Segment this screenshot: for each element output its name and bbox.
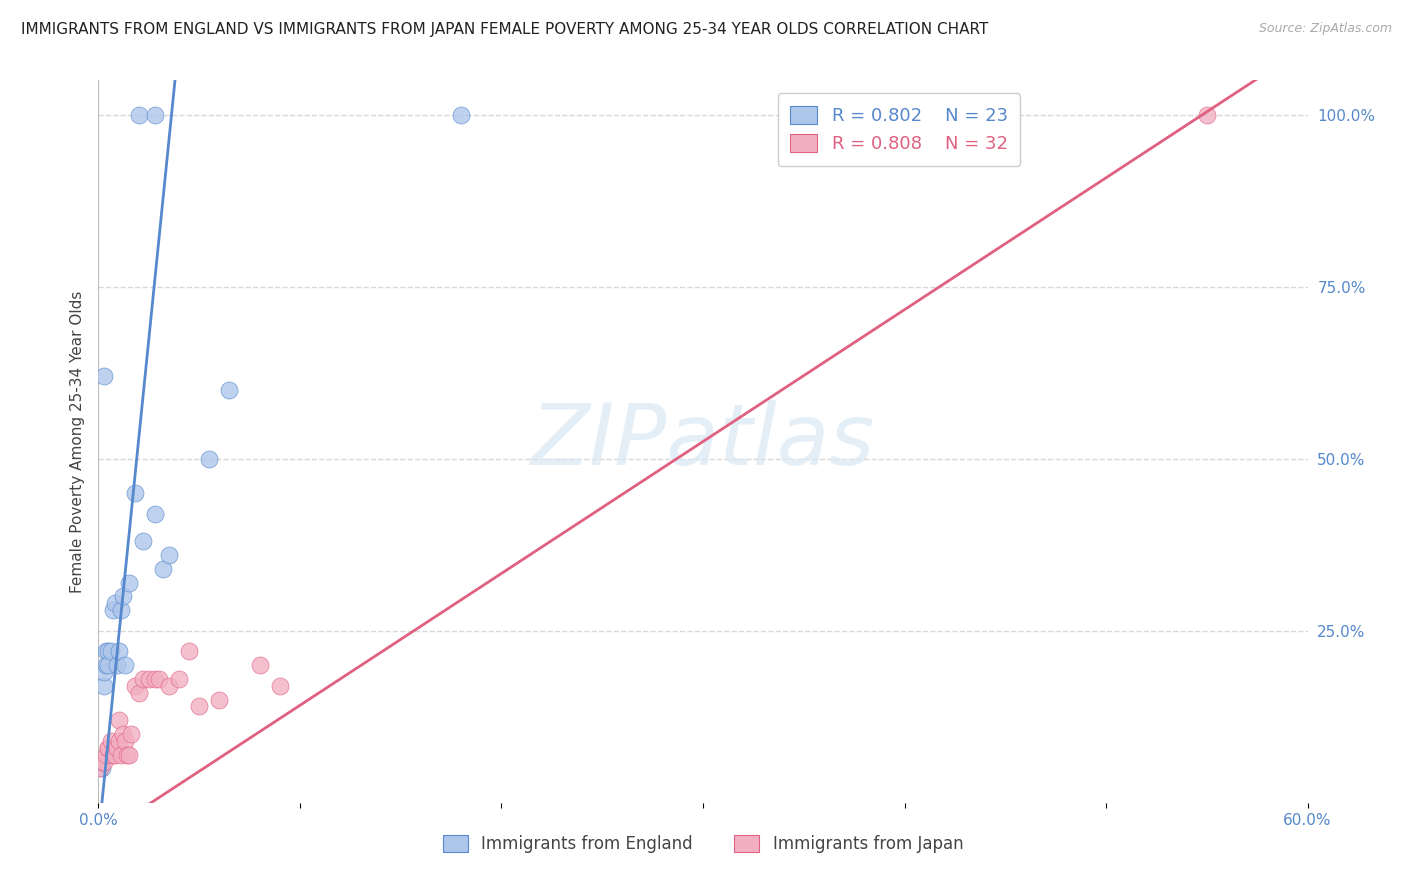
Point bbox=[97, 644, 120, 658]
Point bbox=[143, 108, 166, 122]
Point bbox=[157, 679, 180, 693]
Point bbox=[208, 692, 231, 706]
Point bbox=[198, 451, 221, 466]
Point bbox=[93, 665, 115, 679]
Point bbox=[120, 727, 142, 741]
Text: Source: ZipAtlas.com: Source: ZipAtlas.com bbox=[1258, 22, 1392, 36]
Point bbox=[89, 761, 111, 775]
Point bbox=[143, 507, 166, 521]
Point bbox=[105, 740, 128, 755]
Point bbox=[103, 747, 125, 762]
Text: IMMIGRANTS FROM ENGLAND VS IMMIGRANTS FROM JAPAN FEMALE POVERTY AMONG 25-34 YEAR: IMMIGRANTS FROM ENGLAND VS IMMIGRANTS FR… bbox=[21, 22, 988, 37]
Point bbox=[157, 548, 180, 562]
Point bbox=[132, 672, 155, 686]
Point bbox=[93, 369, 115, 384]
Point bbox=[124, 486, 146, 500]
Point bbox=[138, 672, 160, 686]
Point bbox=[93, 679, 115, 693]
Point bbox=[96, 747, 118, 762]
Point bbox=[218, 383, 240, 397]
Point bbox=[110, 747, 132, 762]
Point bbox=[114, 734, 136, 748]
Point bbox=[96, 658, 118, 673]
Point bbox=[132, 534, 155, 549]
Point bbox=[118, 575, 141, 590]
Point bbox=[101, 747, 124, 762]
Point bbox=[167, 672, 190, 686]
Point bbox=[100, 734, 122, 748]
Point bbox=[107, 644, 129, 658]
Point bbox=[101, 603, 124, 617]
Point bbox=[110, 603, 132, 617]
Point bbox=[107, 734, 129, 748]
Point bbox=[97, 658, 120, 673]
Point bbox=[115, 747, 138, 762]
Point bbox=[143, 672, 166, 686]
Point bbox=[128, 686, 150, 700]
Point bbox=[93, 755, 115, 769]
Point bbox=[91, 761, 114, 775]
Point bbox=[188, 699, 211, 714]
Point bbox=[118, 747, 141, 762]
Point bbox=[103, 596, 125, 610]
Point bbox=[97, 740, 120, 755]
Point bbox=[269, 679, 291, 693]
Point bbox=[114, 658, 136, 673]
Point bbox=[100, 644, 122, 658]
Point bbox=[1195, 108, 1218, 122]
Point bbox=[96, 644, 118, 658]
Point bbox=[107, 713, 129, 727]
Point bbox=[91, 755, 114, 769]
Point bbox=[111, 590, 134, 604]
Y-axis label: Female Poverty Among 25-34 Year Olds: Female Poverty Among 25-34 Year Olds bbox=[69, 291, 84, 592]
Point bbox=[97, 740, 120, 755]
Point bbox=[179, 644, 201, 658]
Point bbox=[124, 679, 146, 693]
Legend: Immigrants from England, Immigrants from Japan: Immigrants from England, Immigrants from… bbox=[436, 828, 970, 860]
Point bbox=[249, 658, 271, 673]
Point bbox=[450, 108, 472, 122]
Point bbox=[105, 658, 128, 673]
Point bbox=[152, 562, 174, 576]
Point bbox=[103, 740, 125, 755]
Point bbox=[111, 727, 134, 741]
Point bbox=[148, 672, 170, 686]
Text: ZIPatlas: ZIPatlas bbox=[531, 400, 875, 483]
Point bbox=[128, 108, 150, 122]
